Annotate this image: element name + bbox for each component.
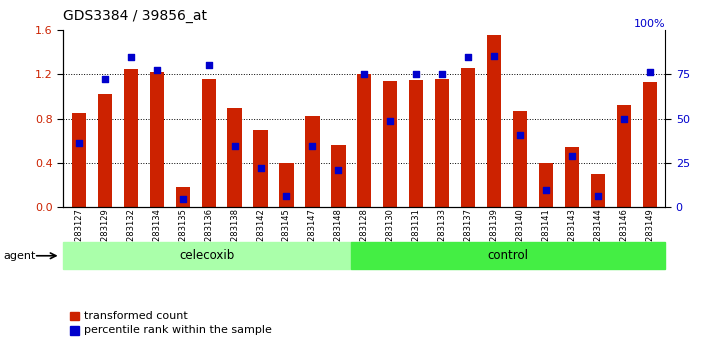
Text: celecoxib: celecoxib: [180, 249, 235, 262]
Bar: [124, 69, 138, 207]
Bar: [351, 242, 665, 269]
Point: [384, 118, 396, 124]
Point: [333, 167, 344, 173]
Bar: [227, 108, 241, 207]
Point: [255, 166, 266, 171]
Point: [515, 132, 526, 138]
Point: [540, 188, 551, 193]
Point: [281, 193, 292, 199]
Point: [99, 76, 111, 81]
Point: [125, 54, 137, 59]
Bar: [617, 105, 631, 207]
Point: [203, 63, 214, 68]
Point: [436, 72, 448, 77]
Bar: [461, 68, 475, 207]
Bar: [643, 82, 657, 207]
Bar: [435, 79, 449, 207]
Bar: [306, 116, 320, 207]
Bar: [63, 242, 351, 269]
Point: [307, 143, 318, 149]
Text: control: control: [488, 249, 529, 262]
Bar: [357, 74, 372, 207]
Point: [566, 153, 577, 159]
Bar: [98, 94, 112, 207]
Point: [410, 72, 422, 77]
Point: [644, 69, 655, 75]
Bar: [150, 72, 164, 207]
Text: 100%: 100%: [634, 19, 665, 29]
Bar: [253, 130, 268, 207]
Bar: [487, 34, 501, 207]
Bar: [72, 113, 86, 207]
Bar: [513, 111, 527, 207]
Bar: [201, 79, 216, 207]
Point: [151, 67, 163, 73]
Bar: [279, 163, 294, 207]
Point: [177, 196, 189, 202]
Bar: [332, 145, 346, 207]
Point: [73, 141, 84, 146]
Point: [489, 53, 500, 58]
Point: [358, 71, 370, 76]
Text: GDS3384 / 39856_at: GDS3384 / 39856_at: [63, 9, 208, 23]
Point: [618, 116, 629, 121]
Text: agent: agent: [4, 251, 36, 261]
Text: percentile rank within the sample: percentile rank within the sample: [84, 325, 272, 335]
Bar: [409, 80, 423, 207]
Bar: [539, 163, 553, 207]
Bar: [383, 81, 397, 207]
Bar: [175, 187, 190, 207]
Point: [229, 143, 240, 149]
Point: [592, 193, 603, 199]
Bar: [591, 174, 605, 207]
Point: [463, 54, 474, 59]
Text: transformed count: transformed count: [84, 311, 188, 321]
Bar: [565, 147, 579, 207]
